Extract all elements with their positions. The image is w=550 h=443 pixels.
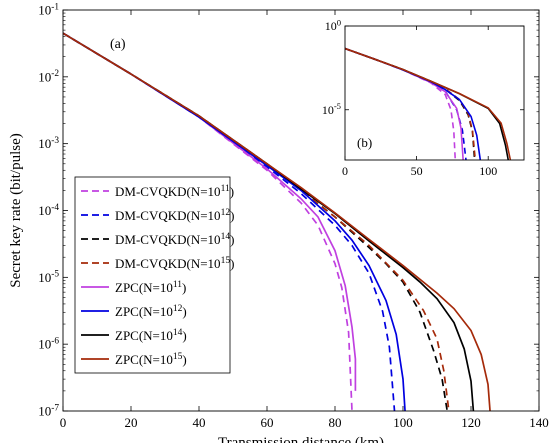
main-y-tick-label: 10-2 [38,69,59,84]
inset-series-group [345,47,512,160]
main-x-tick-label: 40 [193,415,206,430]
legend-box [74,176,231,374]
inset-x-tick-label: 100 [479,164,497,178]
main-y-tick-label: 10-6 [38,337,59,352]
main-y-tick-label: 10-1 [38,2,59,17]
legend-label-5: ZPC(N=1012) [115,304,187,319]
main-x-tick-label: 20 [125,415,138,430]
main-y-tick-label: 10-7 [38,403,59,418]
main-x-tick-label: 100 [393,415,413,430]
inset-plot-area [345,26,524,160]
inset-y-tick-label: 10-5 [322,101,341,117]
main-series-line-0 [63,32,353,411]
main-x-tick-label: 0 [60,415,67,430]
legend-label-4: ZPC(N=1011) [115,280,186,295]
inset-y-tick-label: 100 [325,17,341,33]
legend: DM-CVQKD(N=1011) DM-CVQKD(N=1012) DM-CVQKD… [74,176,234,374]
inset-series-line-7 [345,47,512,160]
main-x-tick-label: 80 [329,415,342,430]
main-x-tick-label: 60 [261,415,274,430]
legend-label-7: ZPC(N=1015) [115,352,187,367]
main-y-tick-label: 10-5 [38,270,59,285]
inset-x-tick-label: 0 [342,164,348,178]
legend-label-1: DM-CVQKD(N=1012) [115,208,234,223]
main-panel-tag: (a) [110,37,126,52]
main-x-tick-label: 120 [461,415,481,430]
inset-axes-frame [344,25,525,161]
legend-label-0: DM-CVQKD(N=1011) [115,184,234,199]
inset-x-tick-label: 50 [411,164,423,178]
main-series-line-7 [63,32,491,411]
main-y-axis-label: Secret key rate (bit/pulse) [8,133,24,288]
legend-label-2: DM-CVQKD(N=1014) [115,232,234,247]
main-y-tick-label: 10-3 [38,136,59,151]
inset-panel-tag: (b) [357,135,372,150]
main-series-group [63,32,491,411]
legend-label-6: ZPC(N=1014) [115,328,187,343]
legend-label-3: DM-CVQKD(N=1015) [115,256,234,271]
main-x-tick-label: 140 [529,415,549,430]
inset-plot: 0 50 100 100 10-5 (b) [322,17,525,178]
main-x-axis-label: Transmission distance (km) [218,435,384,443]
main-y-tick-label: 10-4 [38,203,59,218]
